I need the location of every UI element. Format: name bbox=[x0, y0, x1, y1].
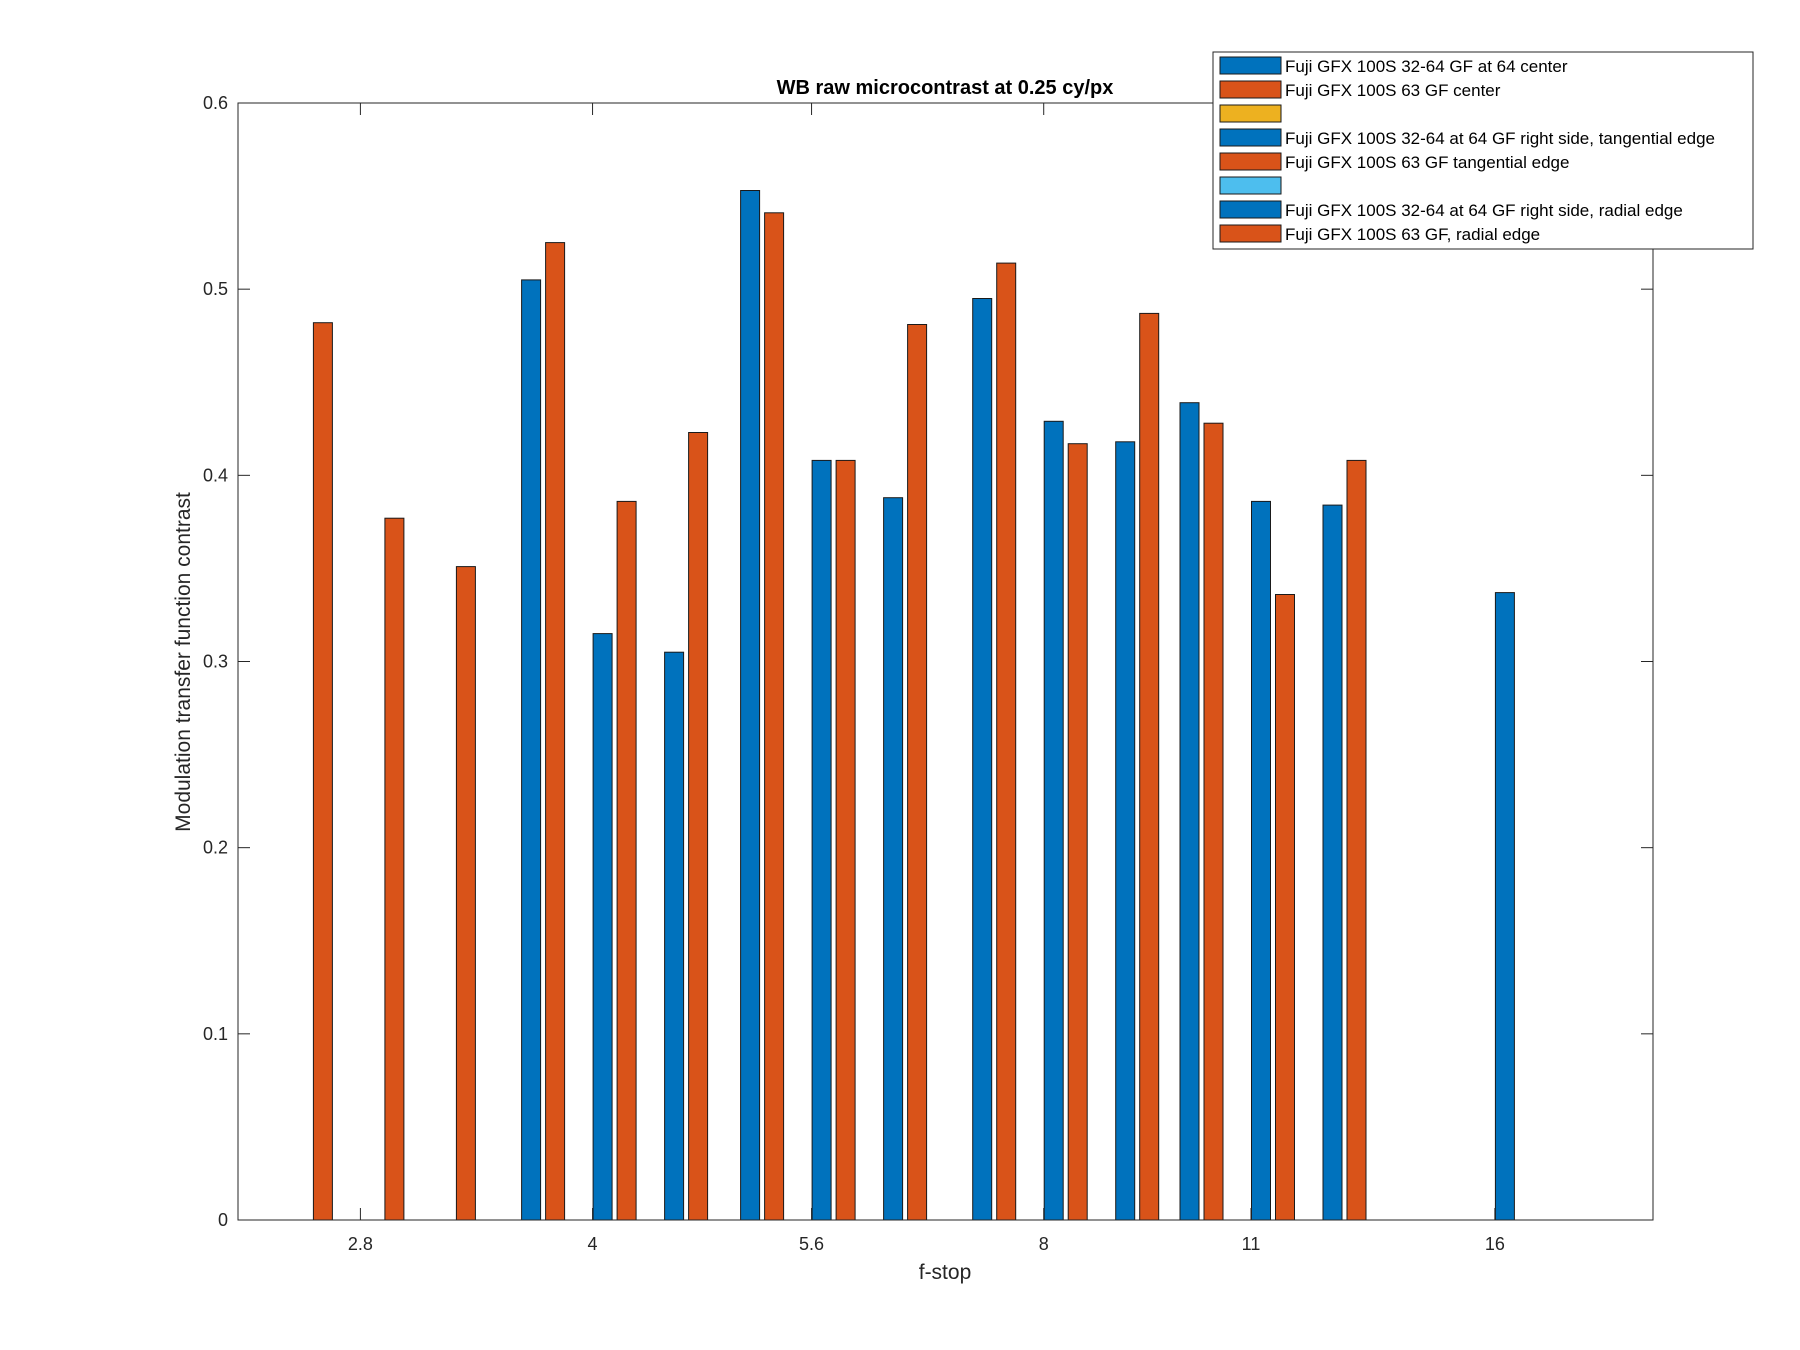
y-tick-label: 0.5 bbox=[203, 279, 228, 299]
bars-layer bbox=[312, 190, 1515, 1221]
bar-1-9 bbox=[996, 262, 1017, 1221]
bar-0-12 bbox=[1179, 402, 1200, 1221]
bar-3-12 bbox=[1251, 500, 1271, 1221]
legend-swatch-1 bbox=[1219, 80, 1282, 99]
bar-4-0 bbox=[384, 517, 405, 1221]
legend-label-7: Fuji GFX 100S 63 GF, radial edge bbox=[1285, 225, 1540, 244]
plot-frame bbox=[237, 102, 1654, 1221]
legend: Fuji GFX 100S 32-64 GF at 64 center Fuji … bbox=[1212, 51, 1754, 250]
y-tick-label: 0.1 bbox=[203, 1024, 228, 1044]
bar-1-0 bbox=[312, 322, 333, 1221]
bar-1-12 bbox=[1203, 422, 1224, 1221]
bar-7-6 bbox=[907, 324, 928, 1221]
legend-swatch-2 bbox=[1219, 104, 1282, 123]
bar-1-6 bbox=[764, 212, 785, 1221]
legend-label-4: Fuji GFX 100S 63 GF tangential edge bbox=[1285, 153, 1569, 172]
bar-3-6 bbox=[811, 459, 832, 1221]
x-tick-label: 11 bbox=[1242, 1234, 1261, 1254]
bar-6-3 bbox=[664, 651, 685, 1221]
y-axis-label: Modulation transfer function contrast bbox=[172, 492, 195, 832]
legend-swatch-4 bbox=[1219, 152, 1282, 171]
x-axis-label: f-stop bbox=[919, 1261, 972, 1284]
legend-label-6: Fuji GFX 100S 32-64 at 64 GF right side,… bbox=[1285, 201, 1683, 220]
bar-0-6 bbox=[740, 190, 761, 1221]
ticks-layer: 2.8 4 5.6 8 11 16 0 0.1 0.2 0.3 0.4 0.5 0.6 bbox=[203, 93, 1653, 1254]
bar-0-3 bbox=[521, 279, 542, 1221]
legend-box bbox=[1212, 51, 1754, 250]
legend-swatch-7 bbox=[1219, 224, 1282, 243]
bar-4-9 bbox=[1067, 443, 1088, 1221]
bar-0-9 bbox=[972, 298, 993, 1221]
legend-swatch-6 bbox=[1219, 200, 1282, 219]
bar-4-3 bbox=[616, 500, 637, 1221]
y-tick-label: 0.6 bbox=[203, 93, 228, 113]
y-tick-label: 0.4 bbox=[203, 465, 228, 485]
x-tick-label: 16 bbox=[1485, 1234, 1505, 1254]
y-tick-label: 0 bbox=[218, 1210, 228, 1230]
y-tick-label: 0.3 bbox=[203, 652, 228, 672]
bar-7-12 bbox=[1346, 459, 1367, 1221]
bar-6-9 bbox=[1115, 441, 1136, 1221]
legend-label-3: Fuji GFX 100S 32-64 at 64 GF right side,… bbox=[1285, 129, 1715, 148]
chart-title: WB raw microcontrast at 0.25 cy/px bbox=[777, 77, 1114, 99]
bar-3-9 bbox=[1043, 420, 1064, 1221]
legend-swatch-5 bbox=[1219, 176, 1282, 195]
y-tick-label: 0.2 bbox=[203, 838, 228, 858]
bar-1-3 bbox=[545, 242, 566, 1221]
bar-4-12 bbox=[1275, 594, 1295, 1221]
bar-7-3 bbox=[688, 432, 709, 1221]
legend-label-1: Fuji GFX 100S 63 GF center bbox=[1285, 81, 1501, 100]
legend-label-0: Fuji GFX 100S 32-64 GF at 64 center bbox=[1285, 57, 1568, 76]
x-tick-label: 5.6 bbox=[799, 1234, 824, 1254]
bar-6-6 bbox=[883, 497, 904, 1221]
bar-7-9 bbox=[1139, 312, 1160, 1221]
bar-6-12 bbox=[1322, 504, 1343, 1221]
x-tick-label: 8 bbox=[1039, 1234, 1049, 1254]
bar-4-6 bbox=[835, 459, 856, 1221]
bar-3-3 bbox=[592, 633, 613, 1221]
bar-7-0 bbox=[455, 566, 476, 1221]
bar-3-15 bbox=[1494, 592, 1515, 1221]
legend-swatch-0 bbox=[1219, 56, 1282, 75]
legend-swatch-3 bbox=[1219, 128, 1282, 147]
x-tick-label: 4 bbox=[588, 1234, 598, 1254]
x-tick-label: 2.8 bbox=[348, 1234, 373, 1254]
